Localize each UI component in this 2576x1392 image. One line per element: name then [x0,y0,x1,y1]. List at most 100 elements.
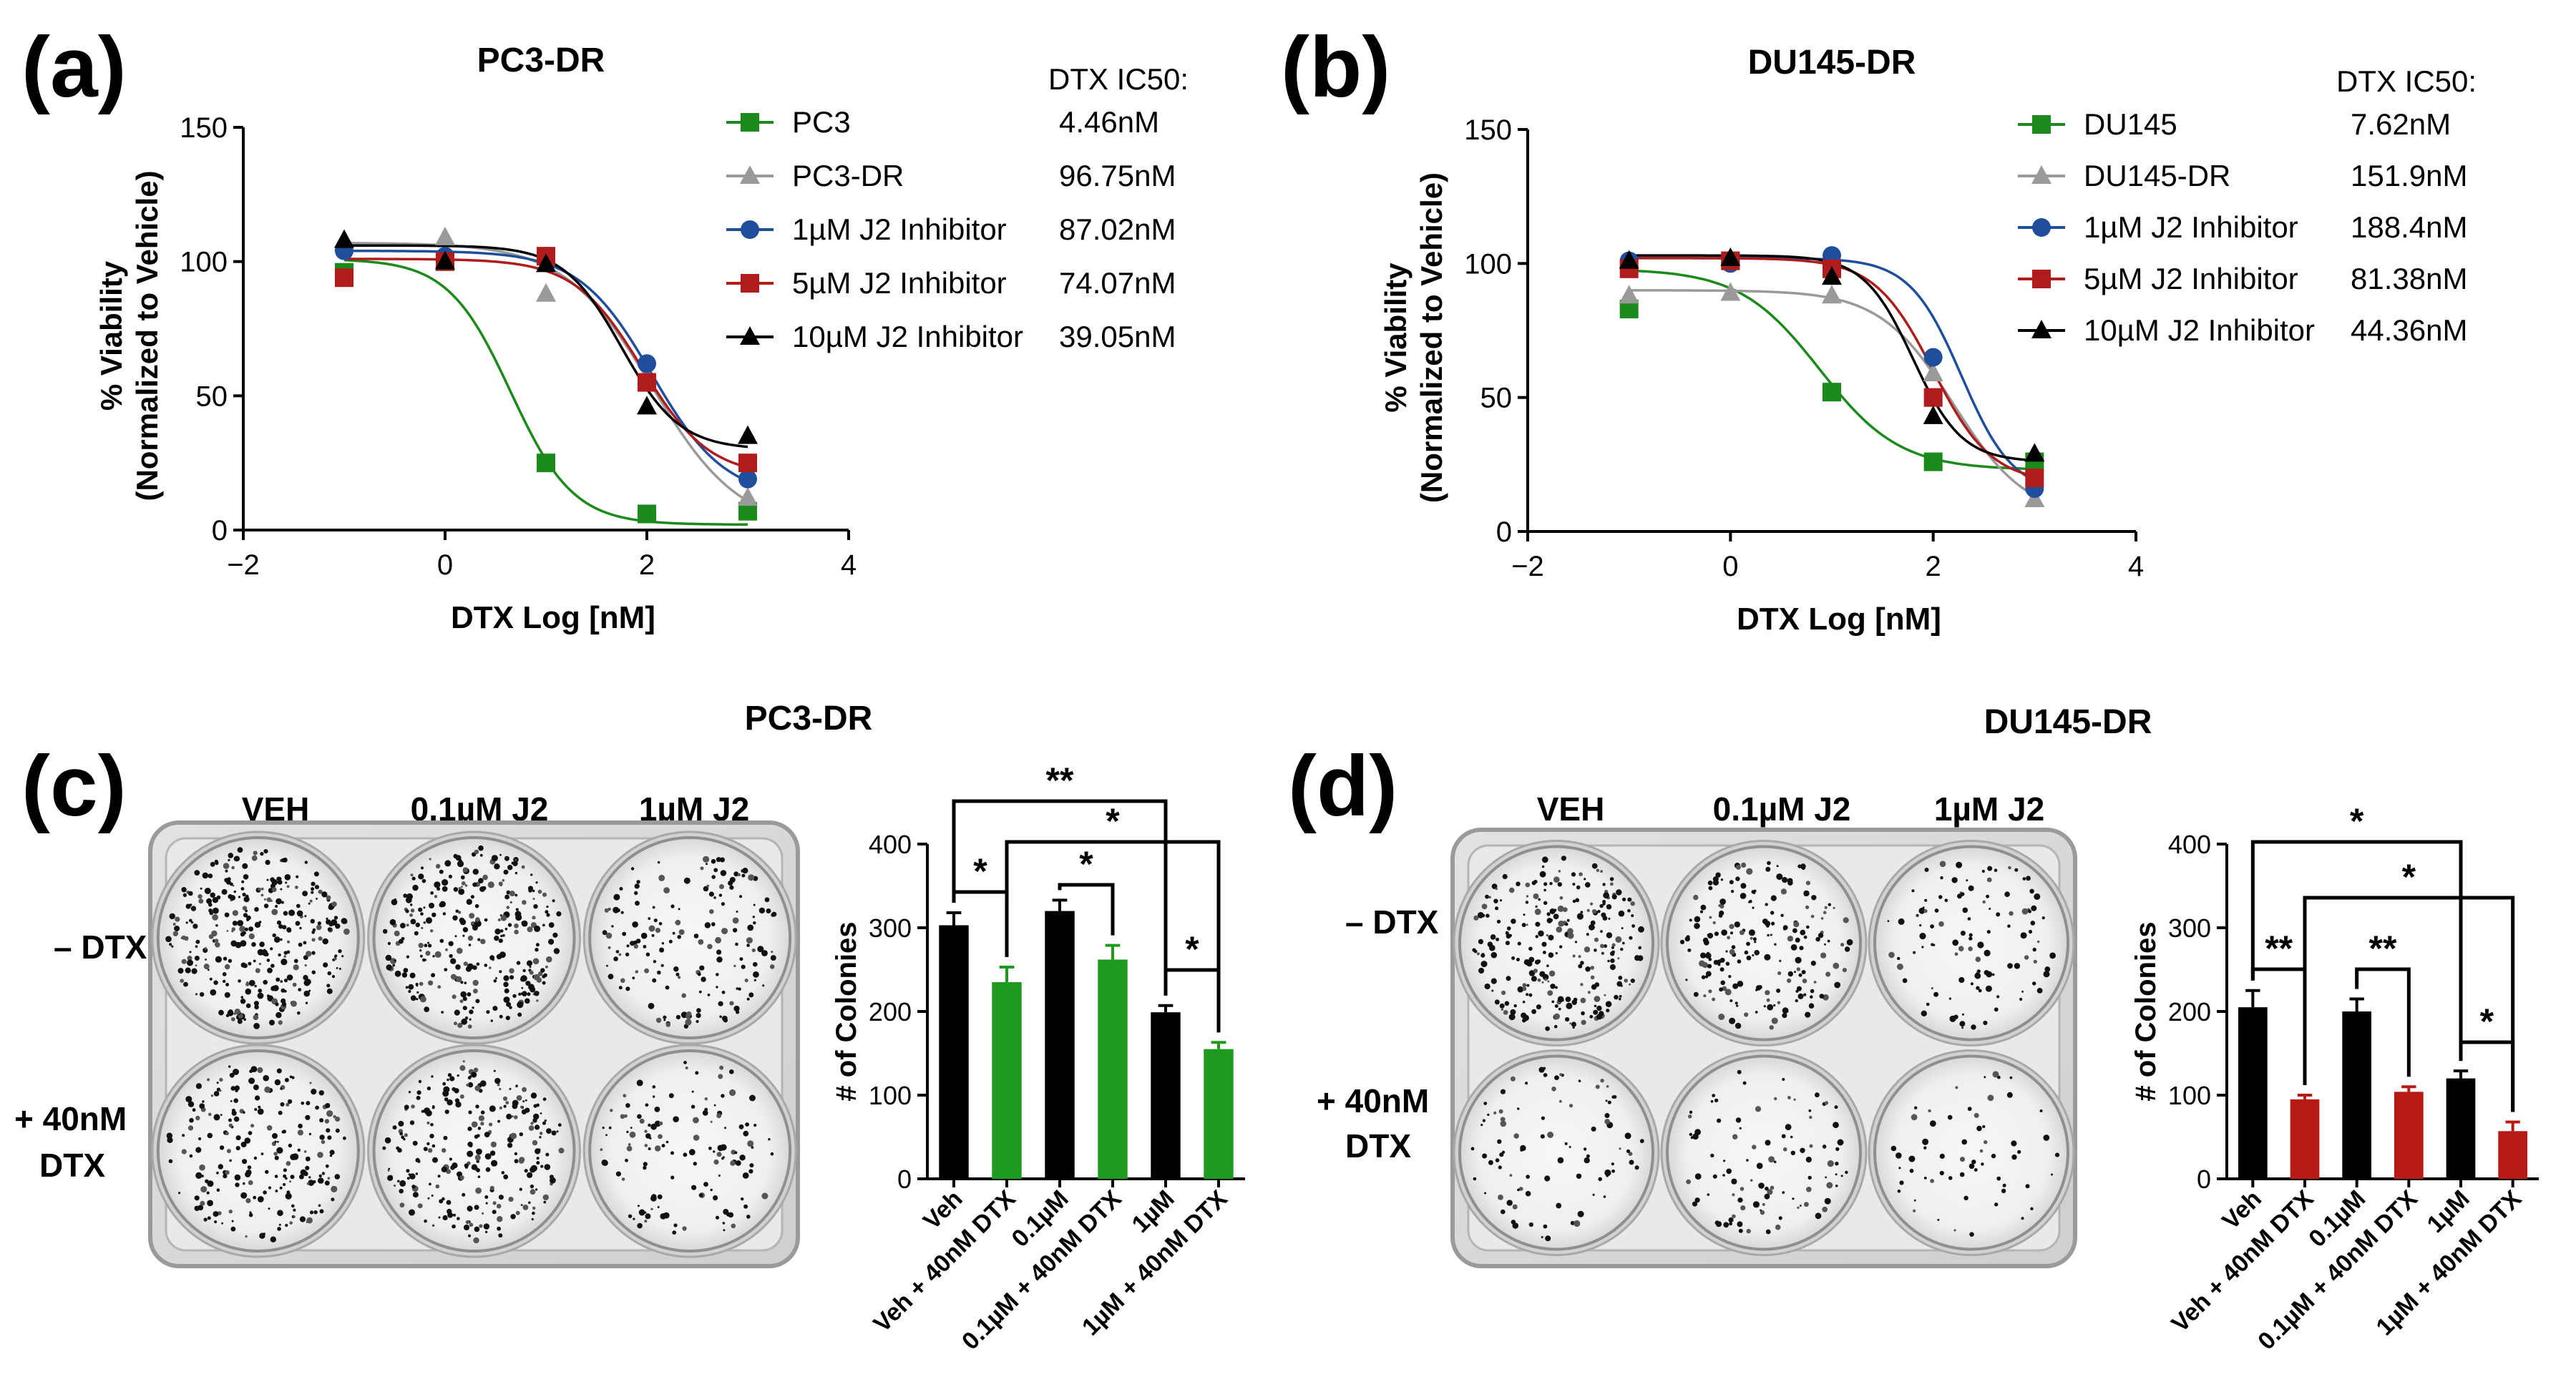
colony [2024,955,2029,960]
colony [1495,906,1499,911]
colony [1782,926,1787,931]
colony [1581,1019,1586,1025]
colony [303,990,311,997]
colony [1535,921,1541,927]
colony [1719,898,1727,905]
colony [274,1079,281,1086]
colony [497,1119,501,1123]
colony [305,979,311,985]
colony [1899,1180,1904,1185]
colony [240,1192,248,1199]
colony [447,1078,449,1082]
colony [423,921,426,924]
colony [489,1105,496,1112]
colony [2009,911,2014,916]
colony [1782,1191,1785,1194]
y-tick-label: 400 [869,830,912,859]
colony [305,1165,310,1170]
colony [1948,997,1951,1000]
colony [1767,861,1771,866]
colony [412,884,419,891]
colony [167,1137,173,1143]
colony [228,858,230,862]
colony [228,1210,233,1214]
colony [1546,918,1553,923]
colony [1599,903,1604,908]
colony [333,1115,336,1119]
colony [730,1160,736,1166]
colony [2030,921,2036,926]
colony [1787,978,1792,984]
colony [418,1079,422,1084]
colony [731,1223,736,1229]
colony [629,1131,636,1138]
colony [1797,1206,1800,1210]
colony [515,1084,518,1087]
data-point [1923,405,1943,424]
colony [1580,983,1584,986]
colony [634,891,638,896]
colony [1833,1122,1839,1129]
colony [1580,961,1584,965]
colony [195,1172,203,1179]
colony [446,1169,452,1175]
colony [718,893,723,897]
colony [1610,882,1614,886]
colony [249,1069,253,1074]
colony [280,901,284,904]
colony [1719,987,1724,992]
colony [233,1098,239,1103]
colony [266,959,270,962]
colony [655,1145,661,1152]
colony [200,1186,208,1193]
colony [480,1110,485,1114]
colony [1606,1085,1609,1088]
colony [463,1224,470,1231]
colony [304,964,307,967]
colony [467,1024,472,1029]
colony [1984,949,1991,956]
colony [1553,913,1559,920]
colony [1503,1010,1508,1015]
y-tick-label: 200 [2168,997,2211,1026]
colony [171,945,174,948]
y-tick-label: 200 [869,997,912,1026]
colony [431,1144,436,1148]
colony [210,1094,214,1097]
colony [1732,1214,1736,1219]
colony [243,874,249,880]
colony [484,1153,492,1160]
colony [416,1090,421,1095]
colony [282,925,287,930]
colony [1785,1124,1792,1131]
colony [243,1182,245,1185]
colony [1707,964,1712,969]
colony [462,1060,465,1063]
colony [1565,1017,1570,1022]
colony [530,1165,537,1172]
colony [673,966,679,972]
colony [1553,1024,1558,1029]
legend-marker [741,220,759,239]
colony [1803,993,1807,996]
colony [244,1137,251,1144]
data-point [537,454,555,473]
colony [1491,989,1494,992]
colony [1769,1025,1774,1030]
colony [530,1184,535,1189]
colony [542,892,547,897]
colony [233,890,236,893]
colony [602,1127,605,1129]
colony [1804,1202,1809,1207]
colony [205,959,207,961]
colony [233,1116,240,1122]
colony [1746,955,1752,961]
colony [1630,901,1635,906]
colony [1543,882,1548,886]
colony [467,963,474,970]
colony [274,1175,278,1178]
colony [703,1182,708,1187]
colony [333,916,338,920]
colony [1517,1107,1520,1110]
colony [1787,971,1793,977]
